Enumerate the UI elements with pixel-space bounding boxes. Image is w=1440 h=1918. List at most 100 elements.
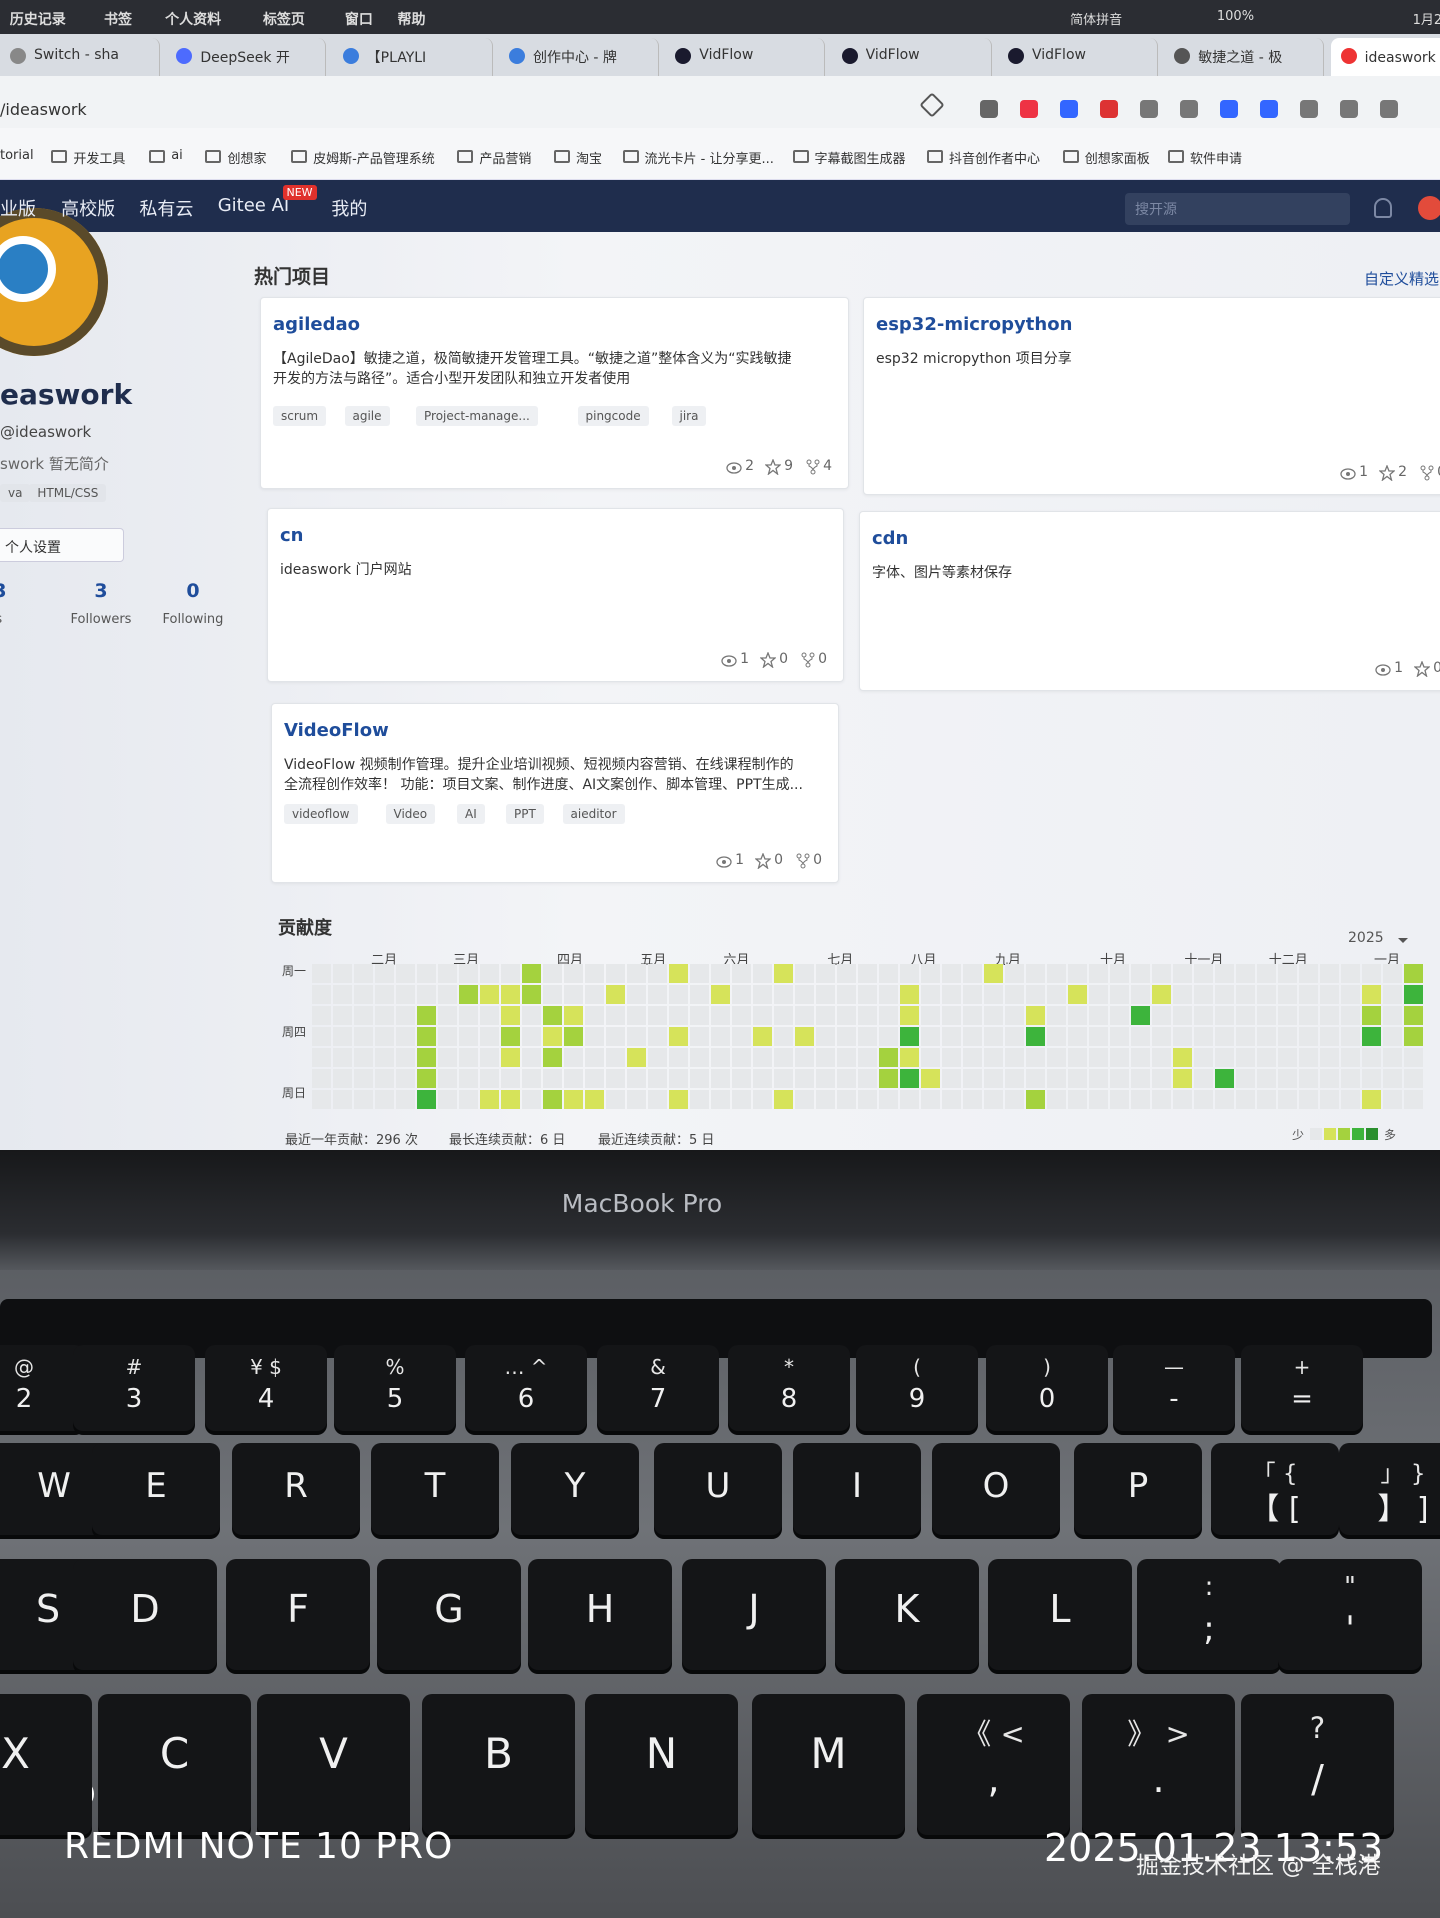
contribution-cell[interactable] (1026, 964, 1045, 983)
browser-tab[interactable]: DeepSeek 开 (166, 38, 327, 76)
key[interactable]: L (988, 1559, 1132, 1670)
contribution-cell[interactable] (354, 964, 373, 983)
contribution-cell[interactable] (606, 1027, 625, 1046)
contribution-cell[interactable] (732, 985, 751, 1004)
key[interactable]: K (835, 1559, 979, 1670)
contribution-cell[interactable] (942, 1006, 961, 1025)
key[interactable]: ) 0 (986, 1345, 1108, 1431)
contribution-cell[interactable] (606, 985, 625, 1004)
contribution-cell[interactable] (711, 964, 730, 983)
contribution-cell[interactable] (1299, 964, 1318, 983)
contribution-cell[interactable] (1299, 1069, 1318, 1088)
contribution-cell[interactable] (1194, 1069, 1213, 1088)
contribution-cell[interactable] (606, 1090, 625, 1109)
contribution-cell[interactable] (459, 1090, 478, 1109)
contribution-cell[interactable] (1257, 1027, 1276, 1046)
contribution-cell[interactable] (606, 1069, 625, 1088)
contribution-cell[interactable] (438, 985, 457, 1004)
year-caret[interactable] (1398, 938, 1408, 948)
user-avatar[interactable] (1418, 196, 1440, 220)
contribution-cell[interactable] (879, 985, 898, 1004)
contribution-cell[interactable] (900, 964, 919, 983)
contribution-cell[interactable] (669, 1006, 688, 1025)
project-tag[interactable]: Video (385, 804, 436, 824)
contribution-cell[interactable] (921, 1048, 940, 1067)
contribution-cell[interactable] (1278, 964, 1297, 983)
contribution-cell[interactable] (1299, 1027, 1318, 1046)
contribution-cell[interactable] (417, 1006, 436, 1025)
contribution-cell[interactable] (1089, 1069, 1108, 1088)
contribution-cell[interactable] (690, 985, 709, 1004)
contribution-cell[interactable] (1404, 1006, 1423, 1025)
contribution-cell[interactable] (648, 1006, 667, 1025)
contribution-cell[interactable] (963, 1090, 982, 1109)
key[interactable]: I (793, 1443, 921, 1535)
contribution-cell[interactable] (543, 1048, 562, 1067)
contribution-cell[interactable] (1383, 985, 1402, 1004)
contribution-cell[interactable] (1215, 1048, 1234, 1067)
contribution-cell[interactable] (1026, 1006, 1045, 1025)
contribution-cell[interactable] (438, 1069, 457, 1088)
menu-item[interactable]: 历史记录 (9, 12, 66, 28)
contribution-cell[interactable] (1131, 1027, 1150, 1046)
contribution-cell[interactable] (1383, 1048, 1402, 1067)
contribution-cell[interactable] (648, 1069, 667, 1088)
contribution-cell[interactable] (1089, 964, 1108, 983)
contribution-cell[interactable] (942, 1027, 961, 1046)
browser-tab[interactable]: 敏捷之道 - 极 (1164, 38, 1325, 76)
key[interactable]: 」 } 】 ] (1339, 1443, 1440, 1535)
contribution-cell[interactable] (942, 1048, 961, 1067)
contribution-cell[interactable] (1257, 964, 1276, 983)
contribution-cell[interactable] (417, 1090, 436, 1109)
key[interactable]: D (73, 1559, 217, 1670)
contribution-cell[interactable] (1173, 1027, 1192, 1046)
contribution-cell[interactable] (795, 1048, 814, 1067)
extension-icon[interactable] (1180, 100, 1198, 118)
nav-item[interactable]: 我的 (331, 199, 368, 220)
contribution-cell[interactable] (1047, 1006, 1066, 1025)
key[interactable]: V (257, 1694, 410, 1835)
contribution-cell[interactable] (942, 1090, 961, 1109)
contribution-cell[interactable] (564, 1027, 583, 1046)
menu-item[interactable]: 个人资料 (165, 12, 222, 28)
contribution-cell[interactable] (480, 1048, 499, 1067)
contribution-cell[interactable] (732, 1048, 751, 1067)
contribution-cell[interactable] (879, 1048, 898, 1067)
contribution-cell[interactable] (921, 1090, 940, 1109)
contribution-cell[interactable] (501, 964, 520, 983)
project-name[interactable]: esp32-micropython (876, 314, 1073, 335)
contribution-cell[interactable] (585, 964, 604, 983)
contribution-cell[interactable] (459, 1006, 478, 1025)
contribution-cell[interactable] (1341, 1027, 1360, 1046)
contribution-cell[interactable] (417, 1027, 436, 1046)
browser-tab[interactable]: VidFlow (832, 38, 992, 76)
contribution-cell[interactable] (1341, 1048, 1360, 1067)
contribution-cell[interactable] (732, 1069, 751, 1088)
contribution-cell[interactable] (354, 1048, 373, 1067)
contribution-cell[interactable] (1362, 985, 1381, 1004)
project-card[interactable]: VideoFlow VideoFlow 视频制作管理。提升企业培训视频、短视频内容… (271, 703, 839, 883)
contribution-cell[interactable] (1278, 1069, 1297, 1088)
contribution-cell[interactable] (1173, 1090, 1192, 1109)
contribution-cell[interactable] (522, 985, 541, 1004)
key[interactable]: (9 (856, 1345, 978, 1431)
browser-tab[interactable]: 创作中心 - 牌 (499, 38, 659, 76)
contribution-cell[interactable] (501, 1069, 520, 1088)
key[interactable]: + = (1241, 1345, 1363, 1431)
contribution-cell[interactable] (1110, 1090, 1129, 1109)
contribution-cell[interactable] (585, 1027, 604, 1046)
contribution-cell[interactable] (669, 1048, 688, 1067)
key[interactable]: R (232, 1443, 360, 1535)
contribution-cell[interactable] (354, 1006, 373, 1025)
contribution-cell[interactable] (1299, 1048, 1318, 1067)
contribution-cell[interactable] (921, 1069, 940, 1088)
contribution-cell[interactable] (774, 1090, 793, 1109)
project-name[interactable]: cdn (872, 528, 909, 549)
contribution-cell[interactable] (984, 964, 1003, 983)
contribution-cell[interactable] (1110, 985, 1129, 1004)
contribution-cell[interactable] (627, 1048, 646, 1067)
contribution-cell[interactable] (522, 1090, 541, 1109)
contribution-cell[interactable] (711, 1006, 730, 1025)
contribution-cell[interactable] (1110, 1048, 1129, 1067)
contribution-cell[interactable] (1152, 1090, 1171, 1109)
